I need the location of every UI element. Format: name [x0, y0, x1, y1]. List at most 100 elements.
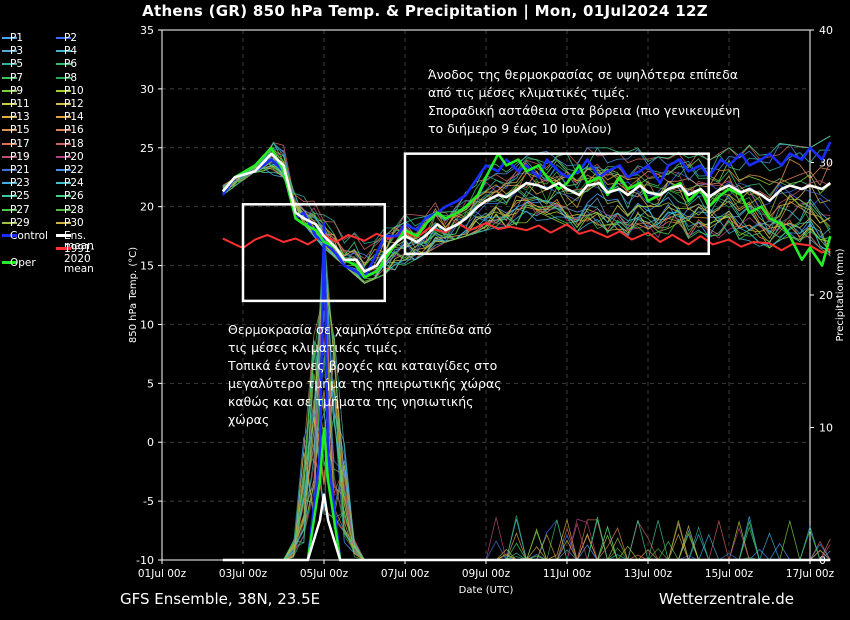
- legend-label: P7: [10, 71, 24, 84]
- legend-swatch: [56, 103, 71, 105]
- y-tick-label: 15: [140, 260, 154, 273]
- x-tick-label: 13Jul 00z: [624, 568, 673, 580]
- legend-swatch: [2, 182, 17, 185]
- legend-swatch: [2, 63, 17, 66]
- legend-label: P16: [64, 124, 84, 137]
- precip-oper: [306, 427, 342, 561]
- legend-label: Control: [10, 230, 48, 242]
- y-tick-label: 10: [140, 318, 154, 331]
- x-tick-label: 15Jul 00z: [705, 568, 754, 580]
- y2-tick-label: 40: [819, 24, 833, 37]
- legend-label: P10: [64, 84, 84, 97]
- x-tick-label: 03Jul 00z: [219, 568, 268, 580]
- ensemble-member-line: [222, 158, 831, 280]
- legend-label: P28: [64, 203, 84, 216]
- y2-tick-label: 20: [819, 289, 833, 302]
- legend-swatch: [56, 63, 71, 66]
- legend-label: P22: [64, 164, 84, 176]
- legend-swatch: [2, 76, 17, 79]
- legend-swatch: [2, 221, 17, 224]
- legend-label: P30: [64, 216, 84, 229]
- legend-swatch: [2, 142, 17, 145]
- legend-swatch: [56, 234, 71, 237]
- legend-swatch: [56, 195, 71, 198]
- legend-swatch: [56, 169, 71, 171]
- legend-swatch: [2, 155, 17, 158]
- y2-axis-label: Precipitation (mm): [835, 248, 846, 341]
- annotation-upper: Άνοδος της θερμοκρασίας σε υψηλότερα επί…: [428, 67, 741, 136]
- legend-label: P13: [10, 111, 30, 124]
- model-info: GFS Ensemble, 38N, 23.5E: [120, 590, 321, 608]
- legend-label: 1991-2020 mean: [64, 243, 95, 276]
- x-tick-label: 09Jul 00z: [462, 568, 511, 580]
- legend-swatch: [2, 116, 17, 119]
- legend-swatch: [2, 234, 17, 237]
- y-tick-label: 25: [140, 142, 154, 155]
- legend-label: P24: [64, 177, 84, 190]
- ensemble-member-line: [222, 159, 831, 284]
- legend-swatch: [56, 247, 71, 251]
- legend-label: P17: [10, 137, 30, 150]
- x-axis-label: Date (UTC): [459, 585, 514, 596]
- legend-swatch: [56, 182, 71, 185]
- legend-label: P18: [64, 137, 84, 150]
- ensemble-member-line: [222, 158, 831, 283]
- legend-swatch: [2, 261, 17, 265]
- legend-swatch: [56, 116, 71, 119]
- y-tick-label: 20: [140, 201, 154, 214]
- precip-max-member: [306, 222, 342, 561]
- legend-swatch: [2, 37, 17, 39]
- series-line-ens-mean: [221, 152, 832, 273]
- series-line-control: [221, 141, 832, 279]
- legend-label: Ens. mean: [64, 230, 94, 252]
- legend-swatch: [2, 103, 17, 105]
- legend-swatch: [56, 208, 71, 211]
- chart-title: Athens (GR) 850 hPa Temp. & Precipitatio…: [142, 2, 708, 20]
- legend-swatch: [56, 221, 71, 224]
- y-tick-label: 30: [140, 83, 154, 96]
- legend-label: P9: [10, 84, 24, 97]
- legend-swatch: [56, 89, 71, 92]
- annotation-lower: Θερμοκρασία σε χαμηλότερα επίπεδα από τι…: [228, 322, 502, 427]
- legend-swatch: [2, 208, 17, 211]
- legend-label: P6: [64, 58, 78, 71]
- source-credit: Wetterzentrale.de: [658, 590, 794, 608]
- ensemble-member-line: [222, 146, 831, 271]
- legend-label: P26: [64, 190, 84, 203]
- y-tick-label: -5: [143, 495, 154, 508]
- legend-label: P29: [10, 216, 30, 229]
- legend-label: P19: [10, 150, 30, 163]
- legend-label: P23: [10, 177, 30, 190]
- legend-label: P3: [10, 45, 24, 58]
- legend-swatch: [56, 76, 71, 79]
- y-tick-label: 35: [140, 24, 154, 37]
- legend-label: P20: [64, 150, 84, 163]
- legend-label: P14: [64, 111, 84, 124]
- legend-label: P8: [64, 71, 78, 84]
- legend-swatch: [2, 50, 17, 53]
- legend-swatch: [56, 155, 71, 158]
- highlight-box-2: [403, 152, 710, 256]
- y-axis-label: 850 hPa Temp. (°C): [128, 247, 139, 343]
- legend-swatch: [2, 169, 17, 171]
- legend-swatch: [56, 142, 71, 145]
- legend-label: P2: [64, 32, 78, 44]
- y-tick-label: 0: [147, 436, 154, 449]
- x-tick-label: 07Jul 00z: [381, 568, 430, 580]
- legend-label: P12: [64, 98, 84, 110]
- legend-label: P15: [10, 124, 30, 137]
- legend-swatch: [2, 195, 17, 198]
- legend-label: P5: [10, 58, 24, 71]
- legend-swatch: [2, 129, 17, 132]
- legend-swatch: [56, 37, 71, 39]
- y2-tick-label: 10: [819, 422, 833, 435]
- legend-label: P4: [64, 45, 78, 58]
- y-tick-label: 5: [147, 377, 154, 390]
- legend-swatch: [56, 50, 71, 53]
- legend-label: P25: [10, 190, 30, 203]
- legend-label: P21: [10, 164, 30, 176]
- x-tick-label: 05Jul 00z: [300, 568, 349, 580]
- x-tick-label: 11Jul 00z: [543, 568, 592, 580]
- legend-label: P1: [10, 32, 24, 44]
